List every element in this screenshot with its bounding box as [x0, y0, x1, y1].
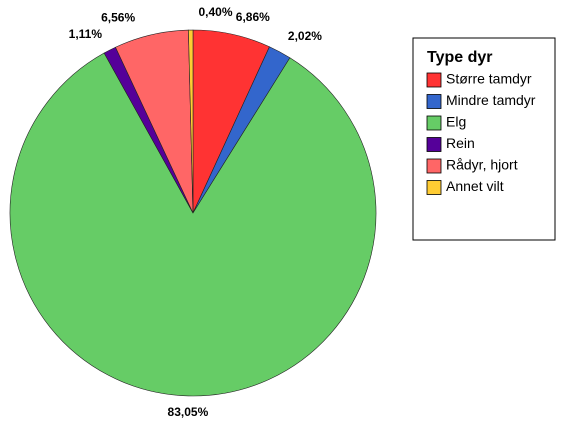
- data-label: 6,56%: [101, 10, 135, 24]
- legend-swatch: [426, 137, 442, 152]
- data-label: 2,02%: [288, 29, 322, 43]
- data-label: 1,11%: [69, 27, 103, 41]
- data-label: 6,86%: [236, 10, 270, 24]
- legend-label: Større tamdyr: [446, 71, 532, 87]
- pie-slice: [188, 29, 194, 214]
- legend-label: Annet vilt: [446, 178, 504, 194]
- pie-slice: [9, 52, 377, 397]
- legend-title: Type dyr: [427, 49, 493, 66]
- data-label: 0,40%: [198, 5, 232, 19]
- legend-swatch: [426, 72, 442, 88]
- legend-swatch: [426, 158, 442, 174]
- legend-label: Rein: [446, 135, 475, 151]
- legend-swatch: [426, 180, 442, 195]
- legend-label: Mindre tamdyr: [446, 92, 536, 108]
- data-label: 83,05%: [168, 405, 209, 419]
- legend-swatch: [426, 94, 442, 109]
- legend-label: Rådyr, hjort: [446, 157, 518, 173]
- legend-label: Elg: [446, 114, 466, 130]
- legend-swatch: [426, 115, 442, 131]
